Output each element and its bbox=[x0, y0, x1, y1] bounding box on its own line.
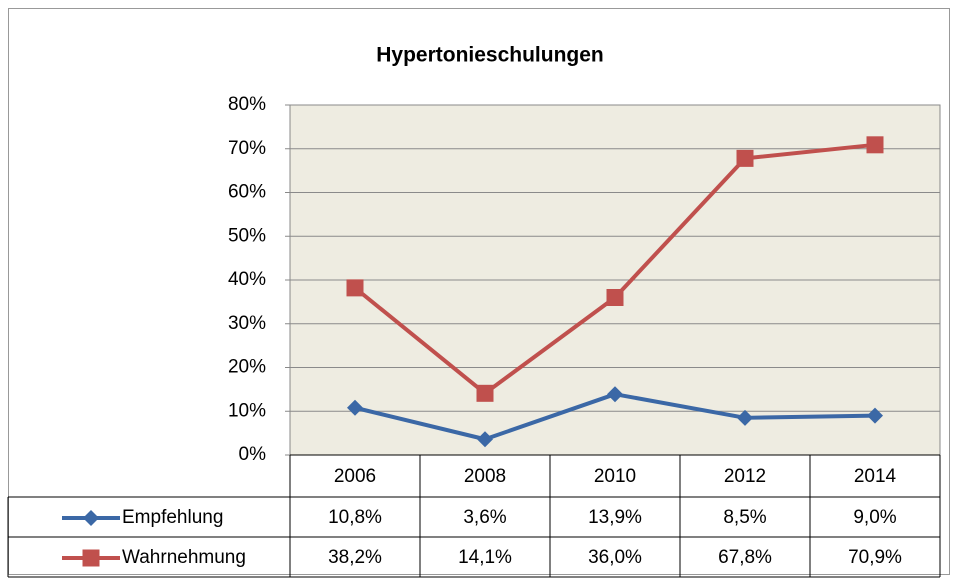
y-tick-label: 10% bbox=[228, 400, 266, 421]
table-value: 9,0% bbox=[853, 507, 896, 528]
data-point bbox=[737, 409, 753, 426]
data-point bbox=[606, 289, 624, 306]
x-tick-label: 2012 bbox=[724, 466, 766, 487]
y-tick-label: 60% bbox=[228, 182, 266, 203]
table-value: 38,2% bbox=[328, 547, 382, 568]
chart-title: Hypertonieschulungen bbox=[376, 44, 604, 67]
y-tick-label: 30% bbox=[228, 313, 266, 334]
y-tick-label: 70% bbox=[228, 138, 266, 159]
legend-label: Empfehlung bbox=[122, 507, 223, 528]
x-tick-label: 2006 bbox=[334, 466, 376, 487]
table-value: 13,9% bbox=[588, 507, 642, 528]
y-tick-label: 50% bbox=[228, 225, 266, 246]
x-tick-label: 2014 bbox=[854, 466, 897, 487]
y-tick-label: 20% bbox=[228, 357, 266, 378]
legend-label: Wahrnehmung bbox=[122, 547, 246, 568]
table-value: 36,0% bbox=[588, 547, 642, 568]
table-value: 3,6% bbox=[463, 507, 506, 528]
table-value: 14,1% bbox=[458, 547, 512, 568]
data-point bbox=[346, 279, 364, 297]
table-value: 10,8% bbox=[328, 507, 382, 528]
table-value: 8,5% bbox=[723, 507, 766, 528]
data-point bbox=[82, 549, 100, 567]
data-point bbox=[736, 149, 754, 167]
data-point bbox=[83, 510, 99, 526]
data-point bbox=[867, 407, 883, 424]
x-tick-label: 2010 bbox=[594, 466, 636, 487]
data-point bbox=[607, 386, 623, 403]
data-point bbox=[476, 384, 494, 402]
y-tick-label: 40% bbox=[228, 269, 266, 290]
table-value: 67,8% bbox=[718, 547, 772, 568]
data-point bbox=[477, 431, 493, 448]
y-tick-label: 80% bbox=[228, 94, 266, 115]
y-tick-label: 0% bbox=[239, 444, 267, 465]
data-point bbox=[866, 136, 884, 154]
x-tick-label: 2008 bbox=[464, 466, 506, 487]
table-value: 70,9% bbox=[848, 547, 902, 568]
data-point bbox=[347, 399, 363, 416]
